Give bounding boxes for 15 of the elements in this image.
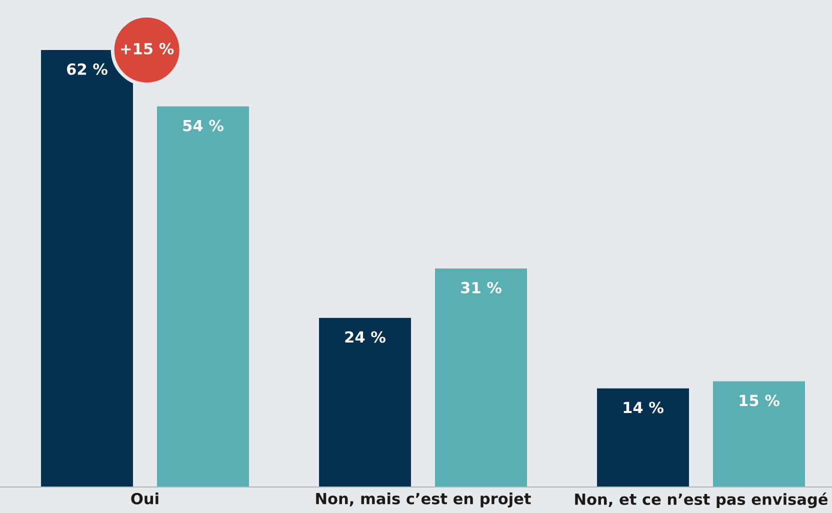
x-tick-label: Non, et ce n’est pas envisagé bbox=[575, 492, 828, 508]
data-label: 14 % bbox=[624, 402, 664, 414]
bar bbox=[713, 381, 805, 487]
data-label: 15 % bbox=[740, 394, 780, 406]
bar bbox=[597, 388, 689, 487]
x-tick-label: Non, mais c’est en projet bbox=[316, 492, 531, 508]
x-tick-label: Oui bbox=[131, 492, 158, 504]
annotation: +15 % bbox=[121, 42, 174, 54]
data-label: 62 % bbox=[67, 63, 108, 75]
data-label: 54 % bbox=[183, 120, 224, 132]
bar bbox=[157, 106, 249, 487]
bar bbox=[435, 268, 527, 487]
data-label: 24 % bbox=[345, 331, 386, 343]
data-label: 31 % bbox=[461, 282, 502, 294]
bar bbox=[319, 318, 411, 487]
